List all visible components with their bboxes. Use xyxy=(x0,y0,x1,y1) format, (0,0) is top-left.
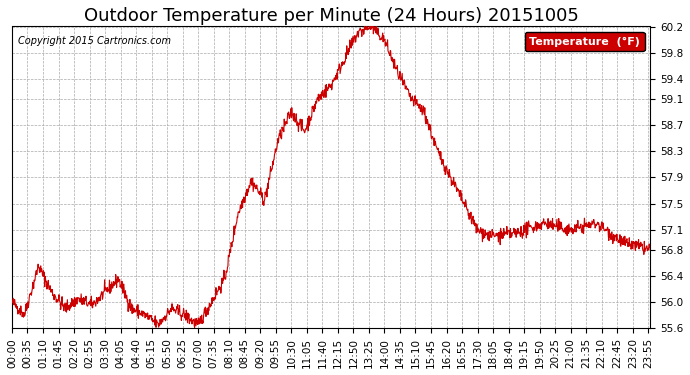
Text: Copyright 2015 Cartronics.com: Copyright 2015 Cartronics.com xyxy=(19,36,171,45)
Legend: Temperature  (°F): Temperature (°F) xyxy=(525,32,644,51)
Title: Outdoor Temperature per Minute (24 Hours) 20151005: Outdoor Temperature per Minute (24 Hours… xyxy=(83,7,578,25)
